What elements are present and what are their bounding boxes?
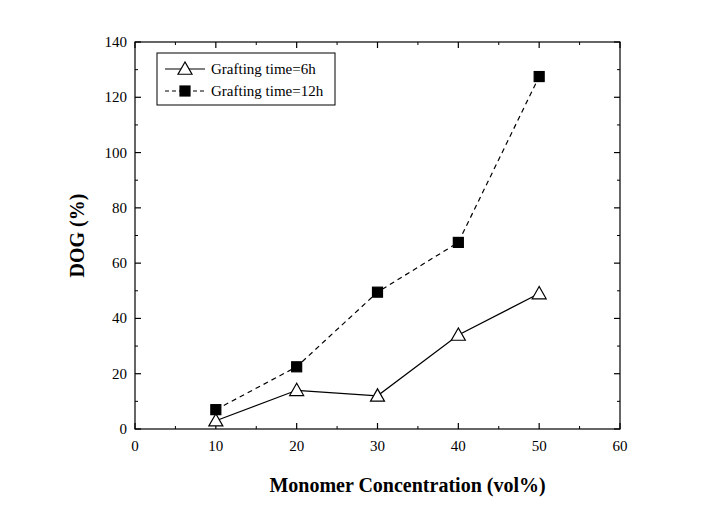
y-tick-right <box>614 97 620 98</box>
x-tick-label: 30 <box>370 438 385 454</box>
x-tick-top <box>458 42 459 48</box>
x-minor-tick-top <box>498 42 499 45</box>
y-tick-right <box>614 318 620 319</box>
plot-frame <box>135 42 620 429</box>
x-tick-top <box>619 42 620 48</box>
data-point <box>292 362 302 372</box>
y-tick <box>135 207 141 208</box>
y-axis-label: DOG (%) <box>66 194 89 278</box>
data-point <box>453 237 463 247</box>
data-point <box>373 287 383 297</box>
x-tick-top <box>215 42 216 48</box>
y-minor-tick-right <box>617 124 620 125</box>
x-minor-tick <box>175 426 176 429</box>
y-tick-label: 0 <box>120 421 128 437</box>
x-minor-tick-top <box>579 42 580 45</box>
data-point <box>371 389 385 401</box>
y-tick <box>135 152 141 153</box>
x-minor-tick <box>579 426 580 429</box>
x-tick-top <box>134 42 135 48</box>
y-minor-tick <box>135 124 138 125</box>
y-tick <box>135 263 141 264</box>
y-minor-tick <box>135 290 138 291</box>
x-tick-label: 60 <box>613 438 628 454</box>
y-tick-right <box>614 41 620 42</box>
legend-label: Grafting time=12h <box>211 83 324 99</box>
y-minor-tick <box>135 69 138 70</box>
plot-area <box>209 72 546 426</box>
legend-label: Grafting time=6h <box>211 61 316 77</box>
x-minor-tick <box>256 426 257 429</box>
x-tick-label: 0 <box>131 438 139 454</box>
data-point <box>451 328 465 340</box>
y-tick-label: 20 <box>112 366 127 382</box>
chart: 0 10 20 30 40 50 60 0 20 40 60 80 100 120 140 Monomer C… <box>0 0 704 521</box>
y-tick-label: 80 <box>112 200 127 216</box>
y-minor-tick-right <box>617 401 620 402</box>
data-point <box>211 405 221 415</box>
x-tick-top <box>296 42 297 48</box>
x-minor-tick-top <box>417 42 418 45</box>
y-minor-tick-right <box>617 235 620 236</box>
y-tick <box>135 41 141 42</box>
y-tick-right <box>614 373 620 374</box>
series-line <box>216 294 539 421</box>
legend-marker <box>178 62 192 74</box>
x-tick-label: 50 <box>532 438 547 454</box>
y-minor-tick-right <box>617 346 620 347</box>
y-tick <box>135 97 141 98</box>
y-tick-right <box>614 263 620 264</box>
y-tick <box>135 318 141 319</box>
x-tick-top <box>539 42 540 48</box>
x-minor-tick <box>417 426 418 429</box>
y-tick-label: 100 <box>105 145 128 161</box>
y-tick-right <box>614 152 620 153</box>
y-minor-tick <box>135 180 138 181</box>
x-tick-label: 40 <box>451 438 466 454</box>
x-tick <box>296 423 297 429</box>
x-tick <box>134 423 135 429</box>
legend: Grafting time=6h Grafting time=12h <box>157 53 335 105</box>
legend-box <box>157 53 335 105</box>
x-minor-tick-top <box>256 42 257 45</box>
data-point <box>209 414 223 426</box>
y-tick-label: 40 <box>112 310 127 326</box>
y-tick-label: 120 <box>105 89 128 105</box>
data-point <box>532 287 546 299</box>
y-minor-tick <box>135 346 138 347</box>
y-minor-tick <box>135 401 138 402</box>
x-tick <box>377 423 378 429</box>
y-minor-tick-right <box>617 180 620 181</box>
x-tick-label: 10 <box>208 438 223 454</box>
y-tick-label: 140 <box>105 34 128 50</box>
y-minor-tick <box>135 235 138 236</box>
series-line <box>216 77 539 410</box>
y-tick-label: 60 <box>112 255 127 271</box>
x-minor-tick-top <box>337 42 338 45</box>
x-tick-top <box>377 42 378 48</box>
x-tick-label: 20 <box>289 438 304 454</box>
x-tick <box>458 423 459 429</box>
x-axis-label: Monomer Concentration (vol%) <box>269 474 545 497</box>
x-minor-tick-top <box>175 42 176 45</box>
y-tick <box>135 428 141 429</box>
x-minor-tick <box>337 426 338 429</box>
x-minor-tick <box>498 426 499 429</box>
y-minor-tick-right <box>617 69 620 70</box>
y-tick-right <box>614 207 620 208</box>
y-tick <box>135 373 141 374</box>
x-tick <box>539 423 540 429</box>
y-minor-tick-right <box>617 290 620 291</box>
y-tick-right <box>614 428 620 429</box>
data-point <box>534 72 544 82</box>
data-point <box>290 383 304 395</box>
legend-marker <box>180 86 190 96</box>
x-tick <box>619 423 620 429</box>
